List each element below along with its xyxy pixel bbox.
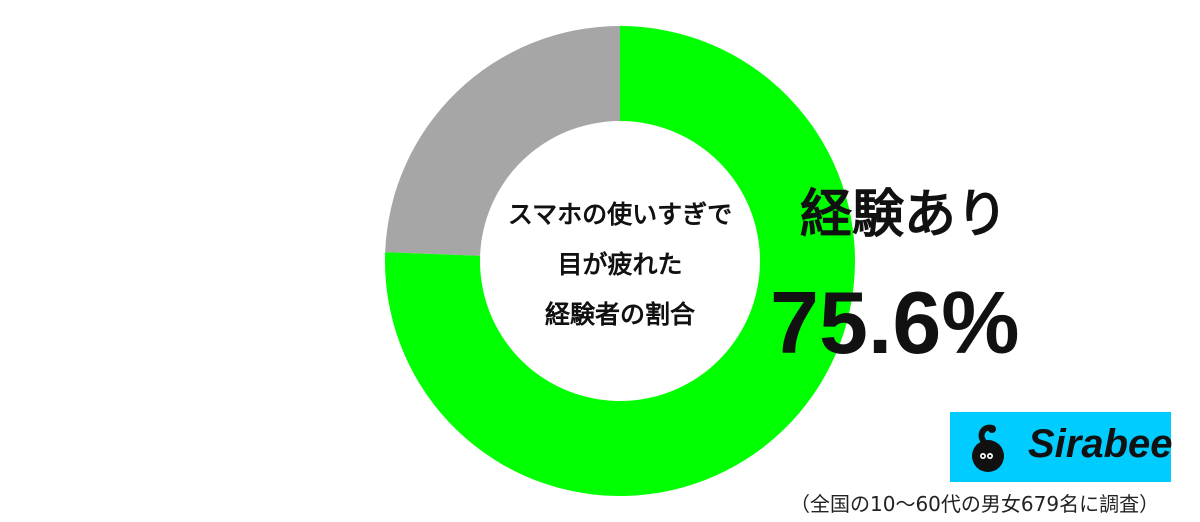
center-title-line: 目が疲れた — [557, 250, 683, 279]
donut-slice-0 — [384, 26, 855, 496]
center-title-line: 経験者の割合 — [544, 300, 695, 329]
center-title-line: スマホの使いすぎで — [507, 200, 733, 229]
survey-footnote: （全国の10〜60代の男女679名に調査） — [790, 492, 1160, 516]
sirabee-mascot-icon — [972, 424, 1004, 472]
sirabee-logo: Sirabee — [950, 412, 1173, 482]
donut-slice-1 — [385, 26, 620, 256]
highlight-value: 75.6% — [770, 273, 1020, 372]
chart-center-title: スマホの使いすぎで 目が疲れた 経験者の割合 — [480, 190, 760, 340]
highlight-label: 経験あり — [800, 185, 1009, 245]
logo-text: Sirabee — [1028, 422, 1173, 466]
